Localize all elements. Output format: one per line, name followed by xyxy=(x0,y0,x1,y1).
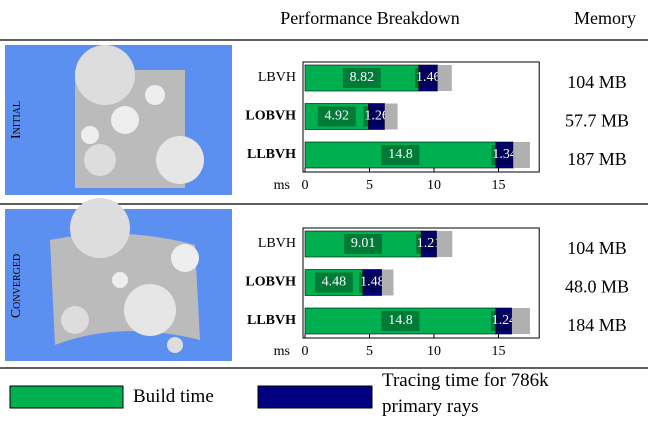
header-memory: Memory xyxy=(574,8,636,28)
legend-swatch xyxy=(10,386,123,408)
value-label: 4.48 xyxy=(322,275,347,290)
category-label: LLBVH xyxy=(247,313,296,328)
row-label: Converged xyxy=(9,254,24,318)
category-label: LOBVH xyxy=(245,275,296,290)
x-tick-label: 0 xyxy=(302,344,309,359)
value-label: 1.34 xyxy=(492,147,517,162)
value-label: 4.92 xyxy=(324,109,349,124)
category-label: LBVH xyxy=(258,70,296,85)
render-converged xyxy=(5,198,232,361)
x-unit: ms xyxy=(274,178,290,193)
value-label: 14.8 xyxy=(388,313,413,328)
bar-segment xyxy=(513,142,530,168)
x-tick-label: 5 xyxy=(366,344,373,359)
category-label: LOBVH xyxy=(245,109,296,124)
bar-segment xyxy=(438,65,452,91)
x-tick-label: 0 xyxy=(302,178,309,193)
value-label: 14.8 xyxy=(388,147,413,162)
x-tick-label: 5 xyxy=(366,178,373,193)
render-initial xyxy=(5,45,232,195)
x-tick-label: 15 xyxy=(492,344,506,359)
value-label: 1.48 xyxy=(360,275,385,290)
memory-label: 184 MB xyxy=(567,315,627,335)
memory-label: 104 MB xyxy=(567,72,627,92)
memory-label: 57.7 MB xyxy=(565,111,629,131)
value-label: 1.46 xyxy=(416,70,441,85)
memory-label: 187 MB xyxy=(567,149,627,169)
header-title: Performance Breakdown xyxy=(280,8,459,28)
page: Performance Breakdown Memory Initial LBVH… xyxy=(0,0,648,421)
x-tick-label: 15 xyxy=(492,178,506,193)
memory-label: 104 MB xyxy=(567,238,627,258)
legend-label: Build time xyxy=(133,384,214,410)
legend-label: Tracing time for 786k primary rays xyxy=(382,368,582,420)
legend-swatch xyxy=(258,386,372,408)
value-label: 8.82 xyxy=(350,70,375,85)
category-label: LLBVH xyxy=(247,147,296,162)
x-tick-label: 10 xyxy=(427,178,441,193)
bar-segment xyxy=(512,308,530,334)
bar-segment xyxy=(385,104,398,130)
category-label: LBVH xyxy=(258,236,296,251)
x-tick-label: 10 xyxy=(427,344,441,359)
row-label: Initial xyxy=(9,101,24,139)
value-label: 9.01 xyxy=(351,236,376,251)
memory-label: 48.0 MB xyxy=(565,277,629,297)
x-unit: ms xyxy=(274,344,290,359)
figure: Performance Breakdown Memory Initial LBVH… xyxy=(0,0,648,421)
bar-segment xyxy=(437,231,452,257)
bar-segment xyxy=(382,270,394,296)
